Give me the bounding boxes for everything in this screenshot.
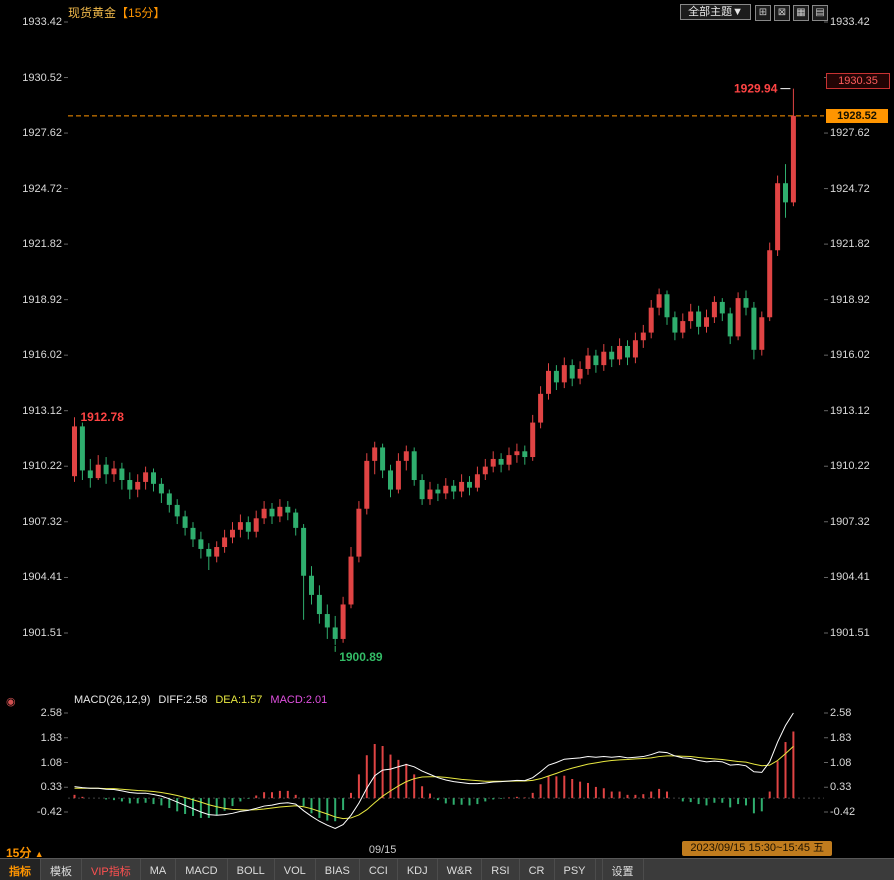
macd-dea-value: DEA:1.57 [215,694,263,706]
axis-tick-label: 0.33 [830,781,852,794]
grid-view-icon[interactable]: ▦ [793,5,809,21]
axis-tick-label: 1907.32 [830,515,870,528]
axis-tick-label: 1916.02 [22,349,62,362]
macd-histogram [73,731,795,822]
add-pane-icon[interactable]: ⊞ [755,5,771,21]
axis-tick-label: 1901.51 [830,627,870,639]
axis-tick-label: -0.42 [830,806,856,818]
toolbar-item[interactable]: BOLL [228,859,275,880]
axis-tick-label: 1904.41 [830,571,870,584]
axis-tick-label: 1.08 [830,756,852,769]
macd-params: MACD(26,12,9) [74,694,151,706]
topbar-controls: 全部主题▼ ⊞ ⊠ ▦ ▤ [680,2,828,21]
axis-tick-label: 2.58 [830,707,852,719]
axis-tick-label: 2.58 [40,707,62,719]
toolbar-item[interactable]: RSI [482,859,520,880]
axis-tick-label: 1918.92 [22,293,62,306]
macd-macd-value: MACD:2.01 [270,694,328,706]
axis-tick-label: 1921.82 [830,238,870,251]
toolbar-item[interactable]: MACD [176,859,228,880]
indicator-dot-icon: ◉ [6,696,16,708]
toolbar-item[interactable]: W&R [438,859,483,880]
axis-tick-label: 1.83 [830,731,852,744]
diff-line [74,712,794,830]
window-tool-icons: ⊞ ⊠ ▦ ▤ [755,2,828,21]
last-price-tag: 1930.35 [826,72,890,89]
x-axis-date-label: 09/15 [368,844,397,856]
indicator-toolbar: 指标 模板 VIP指标 MA MACD BOLL VOL BIAS CCI KDJ W&R RSI CR… [0,858,894,880]
toolbar-item[interactable]: MA [141,859,177,880]
alert-price-tag: 1928.52 [826,108,888,123]
toolbar-item[interactable]: 指标 [0,859,41,880]
close-pane-icon[interactable]: ⊠ [774,5,790,21]
theme-selector-button[interactable]: 全部主题▼ [680,3,751,20]
toolbar-item[interactable]: BIAS [316,859,360,880]
toolbar-item[interactable]: KDJ [398,859,438,880]
axis-tick-label: 1918.92 [830,293,870,306]
dea-line [74,745,794,820]
triangle-up-icon: ▲ [34,849,44,859]
price-annotation: 1900.89 [339,650,383,664]
macd-header: MACD(26,12,9) DIFF:2.58 DEA:1.57 MACD:2.01 [74,694,327,706]
toolbar-item[interactable]: CCI [360,859,398,880]
axis-tick-label: 1933.42 [22,16,62,28]
time-range-box: 2023/09/15 15:30~15:45 五 [682,841,832,856]
axis-tick-label: 1910.22 [830,460,870,473]
toolbar-item[interactable]: VIP指标 [82,859,141,880]
axis-tick-label: 1921.82 [22,238,62,251]
axis-tick-label: 1933.42 [830,16,870,28]
axis-tick-label: 1.83 [40,731,62,744]
toolbar-item[interactable]: PSY [555,859,596,880]
period-value: 15分 [6,846,32,860]
axis-tick-label: 1910.22 [22,460,62,473]
toolbar-item[interactable]: 设置 [601,859,644,880]
axis-tick-label: 1913.12 [22,404,62,417]
toolbar-item[interactable]: CR [520,859,555,880]
candles-layer [72,88,796,645]
price-annotation: 1912.78 [81,410,125,424]
axis-tick-label: 1907.32 [22,515,62,528]
axis-tick-label: 1916.02 [830,349,870,362]
list-view-icon[interactable]: ▤ [812,5,828,21]
axis-tick-label: 1924.72 [830,182,870,195]
macd-diff-value: DIFF:2.58 [158,694,208,706]
axis-tick-label: 1913.12 [830,404,870,417]
axis-tick-label: -0.42 [36,806,62,818]
axis-tick-label: 1930.52 [22,71,62,84]
toolbar-item[interactable]: VOL [275,859,316,880]
chart-title: 现货黄金【15分】 [68,4,165,21]
axis-tick-label: 1927.62 [830,127,870,140]
price-annotation: 1929.94 [734,82,778,96]
interval-label: 【15分】 [116,6,166,20]
axis-tick-label: 1.08 [40,756,62,769]
axis-tick-label: 1924.72 [22,182,62,195]
axis-tick-label: 0.33 [40,781,62,794]
axis-tick-label: 1927.62 [22,127,62,140]
axis-tick-label: 1901.51 [22,627,62,639]
period-selector-badge[interactable]: 15分 ▲ [6,844,44,861]
toolbar-item[interactable]: 模板 [41,859,82,880]
symbol-name: 现货黄金 [68,6,117,20]
axis-tick-label: 1904.41 [22,571,62,584]
